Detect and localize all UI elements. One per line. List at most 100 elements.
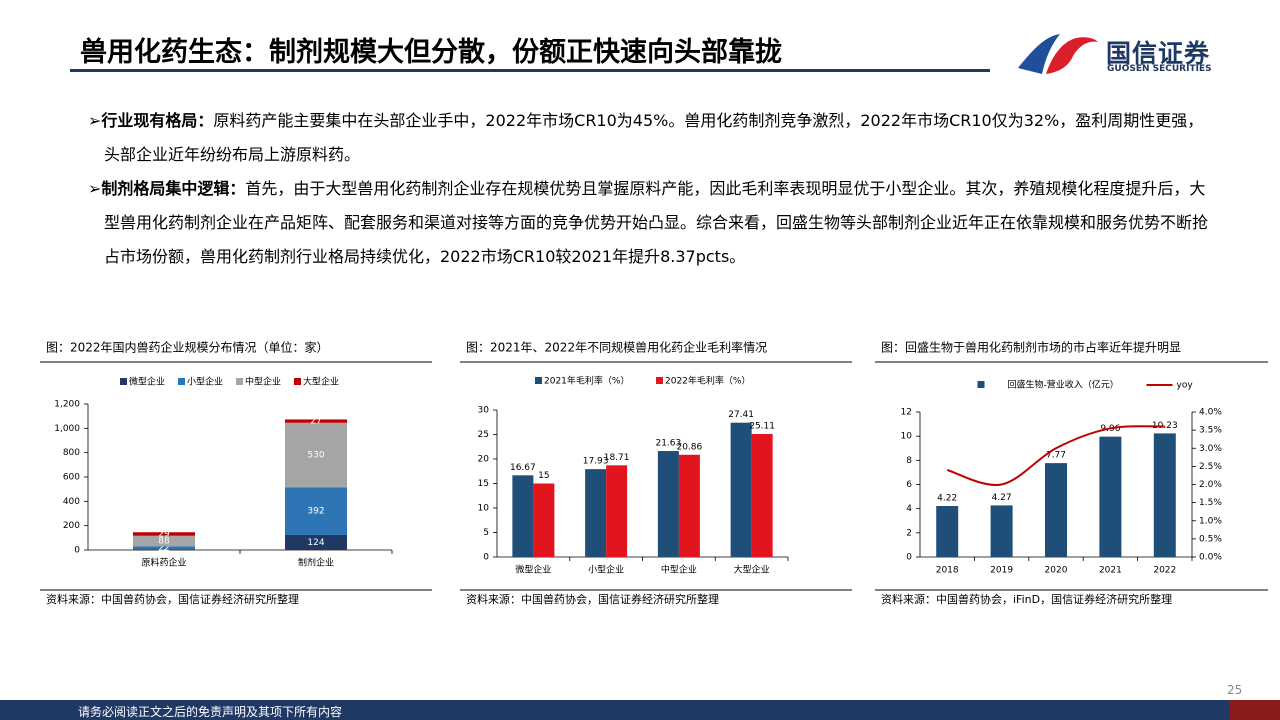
x-tick-label: 2020 xyxy=(1045,566,1068,576)
legend-label: 2021年毛利率（%） xyxy=(544,375,629,387)
bar xyxy=(751,433,773,557)
slide-title: 兽用化药生态：制剂规模大但分散，份额正快速向头部靠拢 xyxy=(80,37,782,68)
y-tick-label: 12 xyxy=(901,408,912,418)
x-tick-label: 制剂企业 xyxy=(298,557,334,569)
data-label: 10.23 xyxy=(1152,421,1178,431)
bar xyxy=(678,454,700,557)
data-label: 27.41 xyxy=(728,410,754,420)
data-label: 124 xyxy=(307,538,324,548)
bullet: ➢制剂格局集中逻辑：首先，由于大型兽用化药制剂企业存在规模优势且掌握原料产能，因… xyxy=(88,179,1209,266)
y2-tick-label: 3.0% xyxy=(1199,444,1222,454)
logo-text: 国信证券 xyxy=(1106,39,1211,68)
data-label: 25.11 xyxy=(749,421,775,431)
y-tick-label: 30 xyxy=(478,406,490,416)
data-label: 22 xyxy=(158,543,169,553)
y-tick-label: 10 xyxy=(901,432,913,442)
data-label: 7 xyxy=(161,545,167,555)
legend-label: yoy xyxy=(1177,381,1194,391)
legend-label: 微型企业 xyxy=(129,376,165,388)
y2-tick-label: 0.5% xyxy=(1199,534,1222,544)
bar xyxy=(990,505,1013,557)
y2-tick-label: 0.0% xyxy=(1199,553,1222,563)
disclaimer: 请务必阅读正文之后的免责声明及其项下所有内容 xyxy=(78,705,343,719)
y-tick-label: 1,200 xyxy=(54,400,80,410)
bar xyxy=(512,475,534,557)
data-label: 530 xyxy=(307,450,324,460)
bar xyxy=(1153,433,1176,557)
legend-swatch xyxy=(977,381,985,388)
data-label: 17.93 xyxy=(583,457,609,467)
bar-segment xyxy=(285,487,347,535)
y-tick-label: 0 xyxy=(483,553,489,563)
bullet-text: 原料药产能主要集中在头部企业手中，2022年市场CR10为45%。兽用化药制剂竞… xyxy=(104,111,1204,164)
y-tick-label: 1,000 xyxy=(54,424,80,434)
bar-segment xyxy=(133,549,195,550)
y-tick-label: 4 xyxy=(906,504,912,514)
x-tick-label: 2022 xyxy=(1153,566,1176,576)
y-tick-label: 6 xyxy=(906,480,912,490)
y-tick-label: 10 xyxy=(478,504,490,514)
legend-swatch xyxy=(294,378,301,385)
y-tick-label: 0 xyxy=(74,546,80,556)
y-tick-label: 25 xyxy=(478,430,489,440)
footer-accent xyxy=(1230,700,1280,720)
bullet-text: 首先，由于大型兽用化药制剂企业存在规模优势且掌握原料产能，因此毛利率表现明显优于… xyxy=(104,179,1209,266)
legend-swatch xyxy=(178,378,185,385)
y-tick-label: 2 xyxy=(906,528,912,538)
legend-swatch xyxy=(535,377,542,384)
bar xyxy=(1045,463,1067,557)
bar xyxy=(657,451,679,557)
legend-swatch xyxy=(120,378,127,385)
line xyxy=(946,425,1165,487)
data-label: 20.86 xyxy=(676,442,702,452)
bar-segment xyxy=(133,546,195,550)
bar xyxy=(606,465,628,557)
bar xyxy=(533,483,555,557)
x-tick-label: 中型企业 xyxy=(661,564,697,576)
data-label: 21.63 xyxy=(655,439,681,449)
footer-bar xyxy=(0,700,1280,720)
bar xyxy=(936,506,959,557)
data-label: 29 xyxy=(158,530,170,540)
x-tick-label: 2019 xyxy=(990,566,1013,576)
legend-label: 大型企业 xyxy=(303,376,339,388)
chart-caption: 图：回盛生物于兽用化药制剂市场的市占率近年提升明显 xyxy=(881,340,1181,355)
y2-tick-label: 2.5% xyxy=(1199,462,1222,472)
y2-tick-label: 1.0% xyxy=(1199,516,1222,526)
y-tick-label: 600 xyxy=(63,473,80,483)
chart-source: 资料来源：中国兽药协会，国信证券经济研究所整理 xyxy=(466,592,719,606)
data-label: 4.27 xyxy=(992,493,1012,503)
charts: 图：2022年国内兽药企业规模分布情况（单位：家） 资料来源：中国兽药协会，国信证… xyxy=(40,340,1268,606)
title-rule xyxy=(70,69,990,72)
data-label: 4.22 xyxy=(937,494,957,504)
data-label: 18.71 xyxy=(604,453,630,463)
legend-label: 小型企业 xyxy=(187,376,223,388)
logo-subtext: GUOSEN SECURITIES xyxy=(1107,64,1212,74)
legend-swatch xyxy=(236,378,243,385)
chart-caption: 图：2021年、2022年不同规模兽用化药企业毛利率情况 xyxy=(466,340,767,355)
bar-segment xyxy=(285,419,347,423)
y2-tick-label: 3.5% xyxy=(1199,426,1222,436)
legend-swatch xyxy=(656,377,663,384)
x-tick-label: 小型企业 xyxy=(588,564,624,576)
page-number: 25 xyxy=(1227,683,1243,697)
logo-mark xyxy=(1018,34,1098,74)
legend-label: 回盛生物-营业收入（亿元） xyxy=(1008,379,1119,391)
chart-source: 资料来源：中国兽药协会，iFinD，国信证券经济研究所整理 xyxy=(881,592,1172,606)
data-label: 16.67 xyxy=(510,463,536,473)
x-tick-label: 2021 xyxy=(1099,566,1122,576)
y-tick-label: 400 xyxy=(63,497,80,507)
y-tick-label: 15 xyxy=(478,479,489,489)
bar-segment xyxy=(133,532,195,536)
legend-label: 2022年毛利率（%） xyxy=(665,375,750,387)
data-label: 27 xyxy=(310,417,321,427)
y-tick-label: 0 xyxy=(906,553,912,563)
legend-label: 中型企业 xyxy=(245,376,281,388)
y-tick-label: 20 xyxy=(478,455,490,465)
chart-caption: 图：2022年国内兽药企业规模分布情况（单位：家） xyxy=(46,340,329,355)
data-label: 88 xyxy=(158,537,170,547)
y-tick-label: 5 xyxy=(483,528,489,538)
bar-segment xyxy=(285,422,347,488)
y-tick-label: 800 xyxy=(63,448,80,458)
